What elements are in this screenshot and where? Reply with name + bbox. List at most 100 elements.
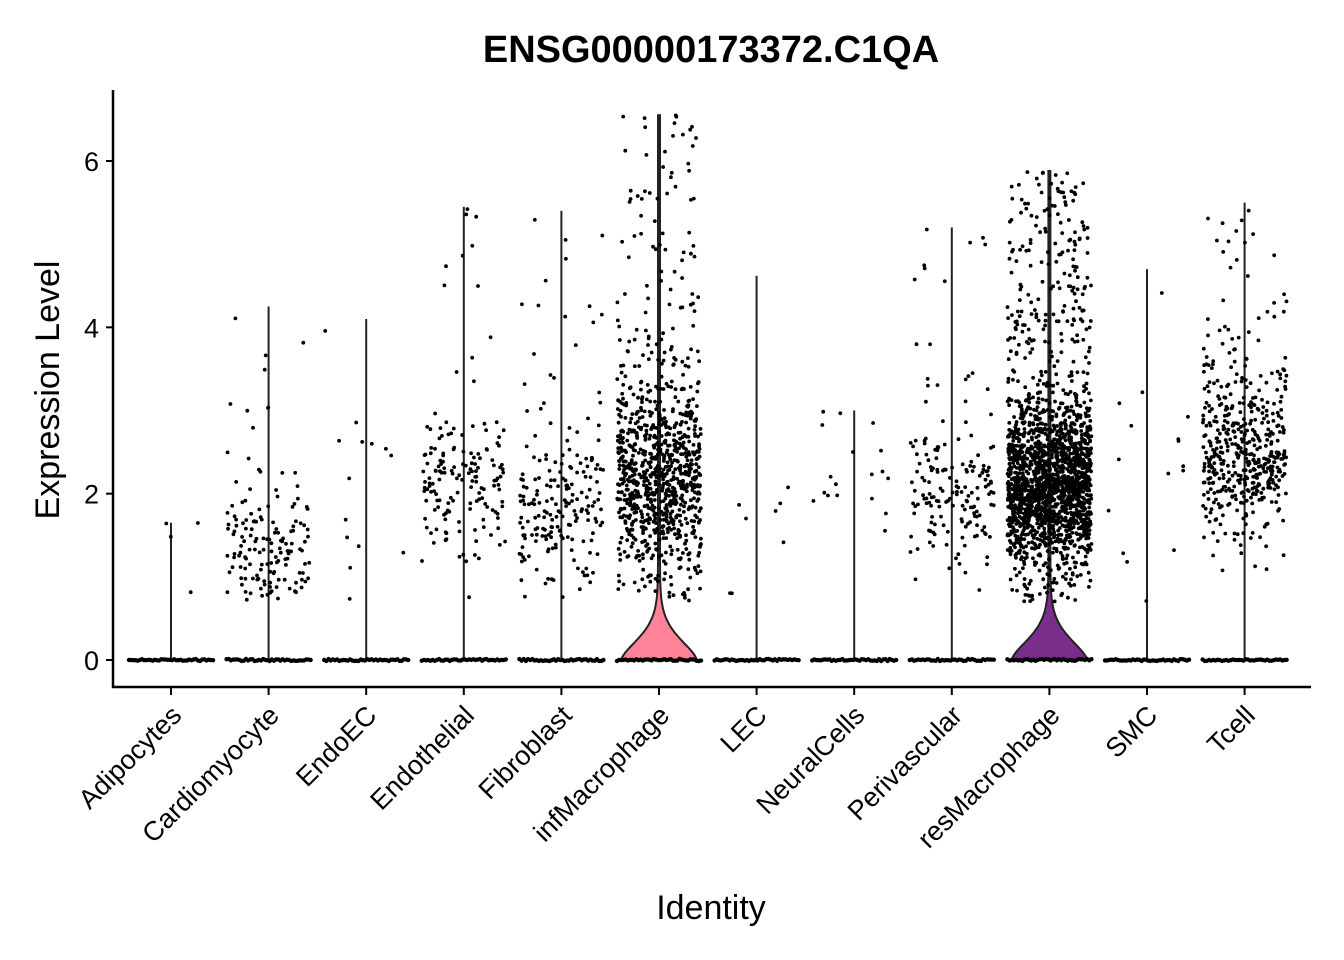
data-point (1050, 452, 1054, 457)
data-point (1008, 552, 1013, 557)
data-point (666, 521, 671, 526)
data-point (658, 450, 663, 454)
data-point (1007, 442, 1012, 447)
data-point (620, 239, 624, 244)
data-point (1043, 514, 1047, 519)
data-point (637, 364, 642, 368)
data-point (662, 559, 666, 564)
data-point (632, 472, 637, 477)
data-point (1204, 514, 1209, 519)
data-point (584, 495, 589, 500)
data-point (263, 353, 268, 358)
data-point (626, 349, 630, 354)
data-point (1220, 487, 1225, 492)
data-point (518, 499, 523, 504)
data-point (438, 458, 443, 463)
data-point (1074, 429, 1079, 434)
data-point (1021, 414, 1026, 418)
zero-points (224, 656, 313, 664)
data-point (483, 502, 488, 506)
data-point (1071, 359, 1076, 364)
data-point (1062, 421, 1067, 425)
data-point (1026, 201, 1030, 206)
data-point (1072, 583, 1077, 587)
data-point (639, 379, 644, 384)
data-point (1011, 439, 1016, 443)
data-point (680, 493, 685, 498)
data-point (1275, 369, 1280, 374)
data-point (570, 499, 574, 503)
data-point (255, 577, 260, 582)
data-point (460, 478, 464, 482)
data-point (465, 207, 470, 212)
data-point (622, 493, 627, 497)
data-point (1037, 498, 1041, 503)
data-point (670, 493, 675, 497)
data-point (728, 591, 732, 595)
data-point (482, 421, 487, 426)
data-point (1086, 521, 1090, 526)
data-point (617, 338, 622, 342)
data-point (267, 537, 272, 542)
data-point (976, 453, 980, 458)
data-point (629, 459, 634, 464)
data-point (969, 433, 974, 438)
data-point (640, 577, 645, 582)
data-point (910, 480, 914, 485)
data-point (1006, 480, 1011, 484)
data-point (682, 387, 686, 391)
data-point (664, 515, 669, 519)
data-point (1057, 286, 1062, 291)
data-point (1059, 331, 1064, 336)
data-point (699, 536, 703, 541)
data-point (242, 539, 247, 544)
data-point (667, 526, 672, 530)
y-tick-label: 2 (84, 480, 99, 510)
data-point (599, 312, 604, 317)
data-point (674, 114, 679, 119)
data-point (247, 547, 252, 552)
data-point (271, 520, 275, 525)
data-point (164, 521, 169, 526)
data-point (1085, 446, 1089, 451)
data-point (1074, 399, 1078, 403)
data-point (975, 485, 980, 490)
data-point (641, 470, 646, 474)
data-point (460, 253, 465, 258)
data-point (1053, 539, 1058, 544)
data-point (1062, 271, 1067, 276)
data-point (348, 565, 353, 570)
data-point (225, 590, 230, 595)
data-point (1012, 464, 1017, 469)
data-point (294, 519, 298, 524)
data-point (477, 497, 482, 502)
data-point (1275, 438, 1280, 443)
data-point (686, 434, 691, 439)
data-point (671, 593, 676, 598)
data-point (1252, 443, 1257, 448)
data-point (929, 503, 933, 508)
data-point (657, 474, 662, 479)
data-point (594, 520, 599, 524)
data-point (660, 524, 665, 529)
data-point (277, 546, 282, 551)
data-point (681, 250, 686, 255)
data-point (696, 564, 701, 568)
data-point (654, 488, 659, 492)
data-point (673, 184, 678, 189)
data-point (1017, 439, 1021, 444)
data-point (1047, 196, 1052, 201)
data-point (1213, 518, 1218, 522)
data-point (928, 529, 933, 534)
data-point (1037, 378, 1042, 383)
data-point (913, 504, 918, 509)
data-point (648, 579, 653, 584)
data-point (301, 571, 305, 575)
data-point (1072, 448, 1077, 453)
data-point (1242, 477, 1247, 482)
data-point (1226, 427, 1231, 432)
data-point (1201, 445, 1206, 449)
data-point (1219, 468, 1224, 473)
data-point (1036, 297, 1041, 302)
data-point (698, 586, 702, 591)
